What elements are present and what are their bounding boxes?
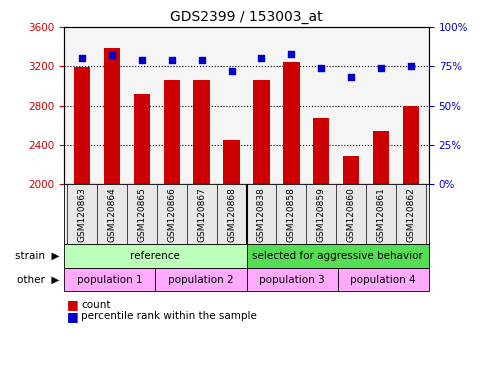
- Text: GSM120864: GSM120864: [107, 187, 116, 242]
- Text: GSM120859: GSM120859: [317, 187, 326, 242]
- Point: [108, 52, 116, 58]
- Text: selected for aggressive behavior: selected for aggressive behavior: [252, 251, 423, 261]
- Bar: [343, 156, 359, 184]
- Bar: [164, 80, 180, 184]
- Text: count: count: [81, 300, 111, 310]
- Bar: [403, 106, 419, 184]
- Text: GSM120838: GSM120838: [257, 187, 266, 242]
- Text: GSM120858: GSM120858: [287, 187, 296, 242]
- Bar: [134, 94, 150, 184]
- Bar: [246, 268, 338, 291]
- Bar: [246, 244, 429, 268]
- Text: ■: ■: [67, 298, 78, 311]
- Point: [198, 57, 206, 63]
- Point: [228, 68, 236, 74]
- Text: population 2: population 2: [168, 275, 234, 285]
- Point: [257, 55, 265, 61]
- Title: GDS2399 / 153003_at: GDS2399 / 153003_at: [170, 10, 323, 25]
- Text: population 3: population 3: [259, 275, 325, 285]
- Bar: [313, 118, 329, 184]
- Text: GSM120868: GSM120868: [227, 187, 236, 242]
- Text: GSM120867: GSM120867: [197, 187, 206, 242]
- Bar: [74, 67, 90, 184]
- Point: [377, 65, 385, 71]
- Point: [168, 57, 176, 63]
- Point: [317, 65, 325, 71]
- Bar: [338, 268, 429, 291]
- Text: population 1: population 1: [77, 275, 142, 285]
- Bar: [193, 80, 210, 184]
- Point: [407, 63, 415, 70]
- Bar: [253, 80, 270, 184]
- Bar: [223, 140, 240, 184]
- Bar: [283, 62, 300, 184]
- Bar: [64, 244, 246, 268]
- Bar: [373, 131, 389, 184]
- Text: percentile rank within the sample: percentile rank within the sample: [81, 311, 257, 321]
- Text: GSM120862: GSM120862: [406, 187, 416, 242]
- Text: other  ▶: other ▶: [17, 275, 59, 285]
- Point: [287, 51, 295, 57]
- Text: GSM120863: GSM120863: [77, 187, 87, 242]
- Text: population 4: population 4: [351, 275, 416, 285]
- Point: [138, 57, 146, 63]
- Bar: [155, 268, 246, 291]
- Text: reference: reference: [130, 251, 180, 261]
- Text: GSM120861: GSM120861: [377, 187, 386, 242]
- Bar: [104, 48, 120, 184]
- Point: [347, 74, 355, 80]
- Text: ■: ■: [67, 310, 78, 323]
- Text: GSM120865: GSM120865: [138, 187, 146, 242]
- Text: GSM120860: GSM120860: [347, 187, 355, 242]
- Point: [78, 55, 86, 61]
- Text: GSM120866: GSM120866: [167, 187, 176, 242]
- Text: strain  ▶: strain ▶: [15, 251, 59, 261]
- Bar: [64, 268, 155, 291]
